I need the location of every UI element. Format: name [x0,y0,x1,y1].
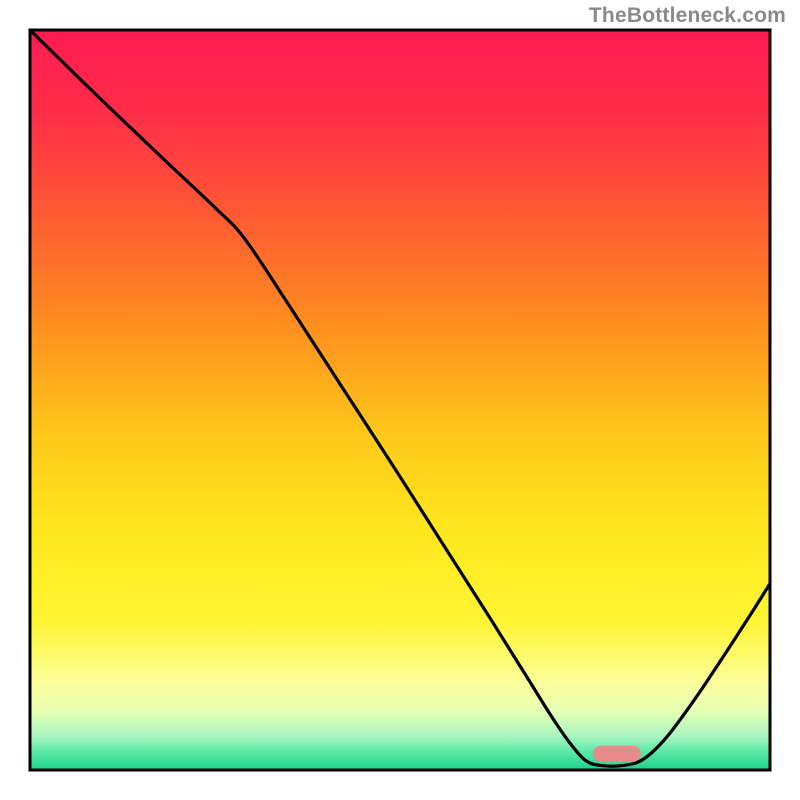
plot-area [30,30,770,770]
bottleneck-curve-chart [0,0,800,800]
chart-container: { "watermark": { "text": "TheBottleneck.… [0,0,800,800]
watermark-label: TheBottleneck.com [589,4,786,28]
gradient-background [30,30,770,770]
optimal-marker [593,746,641,762]
